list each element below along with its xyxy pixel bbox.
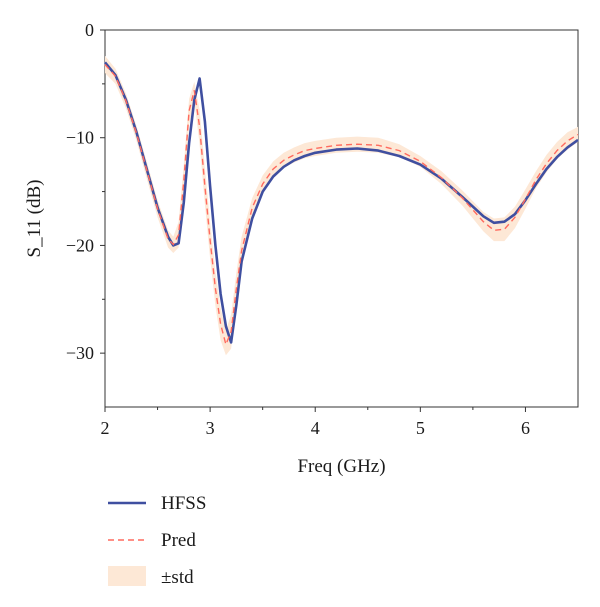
y-axis-label: S_11 (dB) [24,180,45,258]
legend: HFSS Pred ±std [108,493,206,588]
plot-area: 2 3 4 5 6 0 −10 −20 −30 [66,20,579,438]
x-axis-label: Freq (GHz) [297,456,385,477]
legend-label-hfss: HFSS [161,493,206,514]
x-tick-label: 5 [416,418,425,438]
y-tick-label: −10 [66,128,94,148]
series-line-hfss [103,61,579,344]
legend-label-std: ±std [161,567,194,588]
x-tick-label: 4 [311,418,320,438]
x-axis-ticks: 2 3 4 5 6 [101,407,530,438]
x-tick-label: 3 [206,418,215,438]
legend-label-pred: Pred [161,530,196,551]
series-line-pred [104,64,579,347]
y-tick-label: −30 [66,343,94,363]
plot-frame [104,29,579,408]
x-tick-label: 2 [101,418,110,438]
legend-swatch-std [108,566,146,586]
y-tick-label: 0 [85,20,94,40]
x-tick-label: 6 [521,418,530,438]
y-tick-label: −20 [66,235,94,255]
std-band [105,55,578,356]
y-axis-ticks: 0 −10 −20 −30 [66,20,105,363]
